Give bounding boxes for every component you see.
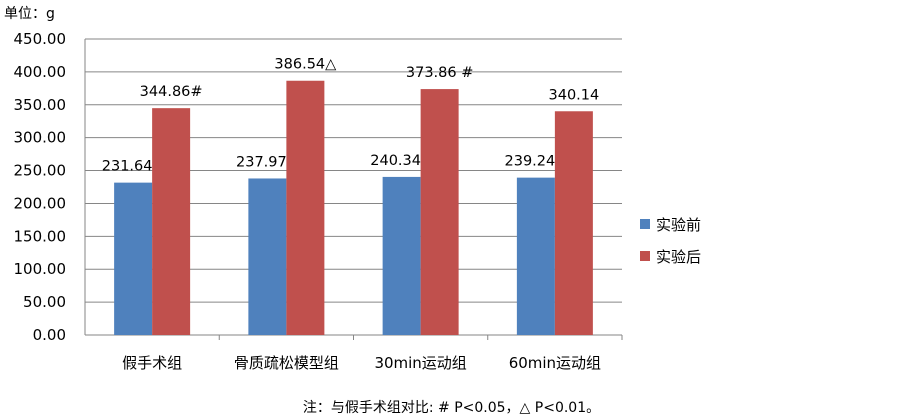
bar	[152, 108, 191, 335]
y-tick-label: 450.00	[14, 30, 67, 48]
y-tick-label: 250.00	[14, 162, 67, 180]
chart-note: 注：与假手术组对比: # P<0.05，△ P<0.01。	[302, 400, 601, 416]
legend: 实验前 实验后	[640, 208, 701, 272]
bar	[516, 177, 555, 335]
data-label: 340.14	[549, 87, 600, 103]
unit-label: 单位：g	[4, 6, 55, 22]
legend-swatch-before	[640, 219, 650, 229]
data-label: 386.54△	[274, 57, 337, 73]
legend-item-before: 实验前	[640, 208, 701, 240]
y-tick-label: 300.00	[14, 129, 67, 147]
y-tick-label: 400.00	[14, 63, 67, 81]
data-label: 237.97	[236, 154, 287, 170]
bar	[114, 182, 153, 335]
data-label: 373.86 #	[406, 65, 474, 81]
data-label: 344.86#	[140, 84, 203, 100]
bar	[382, 176, 421, 335]
data-label: 231.64	[102, 159, 153, 175]
bar	[554, 111, 593, 336]
legend-label-after: 实验后	[656, 247, 702, 266]
bar	[248, 178, 287, 335]
legend-item-after: 实验后	[640, 240, 701, 272]
data-label: 239.24	[505, 154, 556, 170]
bar	[286, 80, 325, 335]
y-tick-label: 200.00	[14, 194, 67, 212]
x-tick-label: 60min运动组	[509, 354, 601, 372]
y-tick-label: 350.00	[14, 96, 67, 114]
legend-swatch-after	[640, 251, 650, 261]
x-tick-label: 骨质疏松模型组	[234, 354, 339, 372]
bar	[420, 89, 459, 336]
x-tick-label: 30min运动组	[374, 354, 466, 372]
legend-label-before: 实验前	[656, 215, 702, 234]
y-tick-label: 50.00	[23, 293, 66, 311]
y-tick-label: 100.00	[14, 260, 67, 278]
x-tick-label: 假手术组	[122, 354, 182, 372]
data-label: 240.34	[370, 153, 421, 169]
y-tick-label: 150.00	[14, 227, 67, 245]
y-tick-label: 0.00	[33, 326, 66, 344]
